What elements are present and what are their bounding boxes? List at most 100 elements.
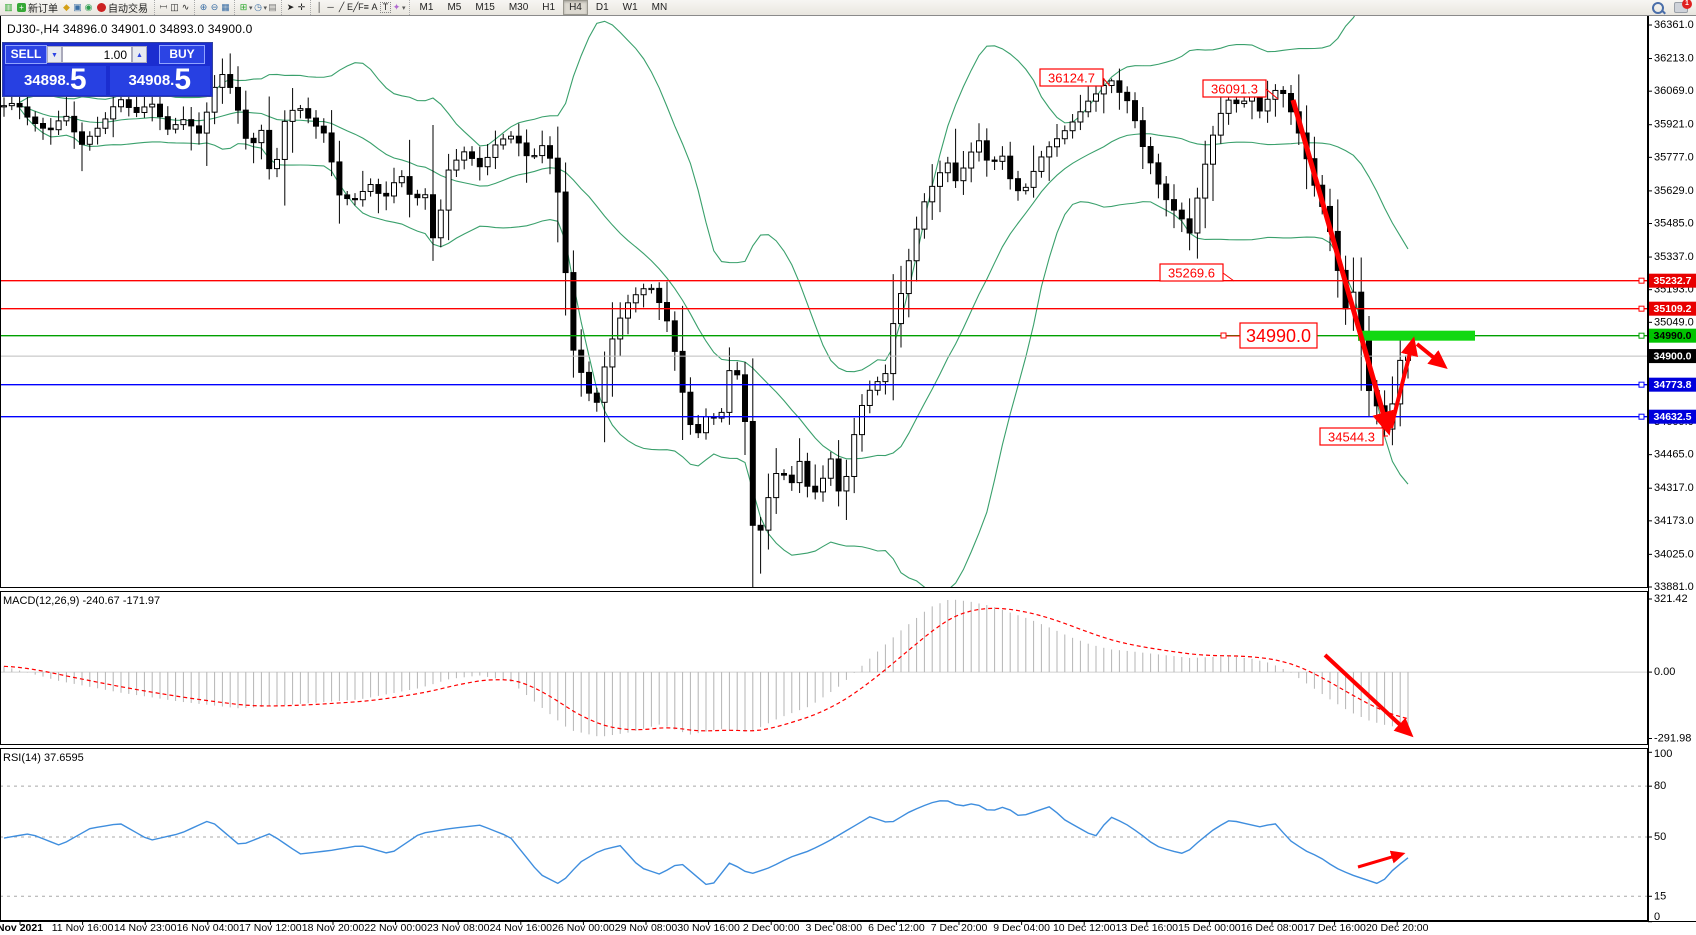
equidistant-channel-icon[interactable]: E╱ [347,2,359,12]
zoom-out-icon[interactable]: ⊖ [210,2,219,12]
trend-arrow[interactable] [1290,99,1394,436]
line-end-handle[interactable] [1638,413,1645,420]
volume-input[interactable] [62,46,132,63]
support-highlight-bar[interactable] [1358,330,1475,341]
time-axis-label: 3 Dec 08:00 [805,922,862,934]
timeframe-M15[interactable]: M15 [475,2,495,13]
time-axis-label: 20 Dec 20:00 [1366,922,1429,934]
bear-candle [1256,96,1263,112]
macd-panel[interactable] [0,591,1648,745]
new-order-label: 新订单 [28,4,58,15]
candlestick-chart-icon[interactable]: ◫ [170,2,179,12]
price-annotation-36091.3[interactable]: 36091.3 [1202,79,1279,100]
toolbar-right: 1 [1652,0,1696,14]
volume-decrease-button[interactable]: ▼ [47,46,62,63]
bull-candle [102,118,109,129]
time-axis-label: 9 Dec 04:00 [993,922,1050,934]
template-icon[interactable]: ▤ [268,2,277,12]
timeframe-M30[interactable]: M30 [508,2,529,13]
line-end-handle[interactable] [1638,381,1645,388]
time-axis-label: 23 Nov 08:00 [427,922,490,934]
bear-candle [164,116,171,130]
bear-candle [788,474,795,484]
bear-candle [952,162,959,182]
line-chart-icon[interactable]: ∿ [181,2,190,12]
market-watch-icon[interactable]: ◆ [63,2,70,12]
chat-icon[interactable]: 1 [1674,0,1692,13]
vertical-line-icon[interactable]: │ [316,2,323,12]
line-end-handle[interactable] [1638,277,1645,284]
rsi-axis-label: 100 [1654,748,1672,760]
timeframe-H1[interactable]: H1 [542,2,556,13]
price-annotation-34990.0[interactable]: 34990.0 [1220,322,1318,349]
buy-price-display[interactable]: 34908. 5 [109,65,210,95]
navigator-icon[interactable]: ◉ [84,2,93,12]
axis-price-tag-34990.0: 34990.0 [1649,328,1696,343]
cursor-icon[interactable]: ➤ [286,2,295,12]
timeframe-D1[interactable]: D1 [595,2,609,13]
periods-clock-icon[interactable]: ◷ [254,2,262,12]
main-chart-panel[interactable] [0,15,1648,588]
chart-window-icon[interactable]: ▥ [4,2,13,12]
new-order-button[interactable]: + 新订单 [14,1,61,15]
bull-candle [297,108,304,111]
trend-arrow[interactable] [1323,653,1414,738]
bull-candle [1069,121,1076,132]
timeframe-MN[interactable]: MN [651,2,668,13]
timeframe-M5[interactable]: M5 [447,2,462,13]
bull-candle [461,151,468,161]
toolbar-group-objects: │ ─ ╱ E╱ F≡ A T ✦ ▾ [310,0,409,15]
indicator-caret-icon[interactable]: ▾ [249,4,253,12]
toolbar-group-chart-type: 𝄩 ◫ ∿ [154,0,194,15]
price-annotation-36124.7[interactable]: 36124.7 [1039,68,1111,87]
add-indicator-icon[interactable]: ⊞ [239,2,248,12]
zoom-in-icon[interactable]: ⊕ [199,2,208,12]
trend-arrow[interactable] [1357,850,1406,869]
trendline-icon[interactable]: ╱ [338,2,345,12]
bear-candle [320,125,327,134]
price-axis-label: 34317.0 [1654,482,1694,494]
search-icon[interactable] [1652,1,1664,14]
bear-candle [235,86,241,111]
fibonacci-icon[interactable]: F≡ [358,2,369,12]
crosshair-icon[interactable]: ✛ [297,2,306,12]
sell-button[interactable]: SELL [5,45,47,64]
line-end-handle[interactable] [1638,332,1645,339]
horizontal-line-icon[interactable]: ─ [327,2,334,12]
tile-windows-icon[interactable]: ▦ [221,2,230,12]
timeframe-W1[interactable]: W1 [622,2,638,13]
shapes-caret-icon[interactable]: ▾ [402,4,406,12]
bull-candle [625,302,631,319]
shapes-icon[interactable]: ✦ [392,2,401,12]
timeframe-M1[interactable]: M1 [419,2,434,13]
bull-candle [539,145,546,157]
rsi-panel[interactable] [0,748,1648,921]
text-label-icon[interactable]: T [380,2,392,13]
autotrade-icon [97,3,106,12]
buy-button[interactable]: BUY [159,45,205,64]
trend-arrow[interactable] [1415,342,1448,370]
sell-price-display[interactable]: 34898. 5 [5,65,106,95]
timeframe-H4[interactable]: H4 [563,0,588,15]
trend-arrow[interactable] [1389,336,1419,429]
bull-candle [391,182,397,197]
time-axis-label: 29 Nov 08:00 [615,922,678,934]
volume-increase-button[interactable]: ▲ [132,46,147,63]
price-axis-label: 35337.0 [1654,251,1694,263]
price-annotation-35269.6[interactable]: 35269.6 [1159,263,1235,282]
autotrade-button[interactable]: 自动交易 [94,1,151,15]
bull-candle [726,370,733,413]
periods-caret-icon[interactable]: ▾ [263,4,268,12]
axis-price-tag-34900.0: 34900.0 [1649,349,1696,364]
price-annotation-34544.3[interactable]: 34544.3 [1319,427,1388,446]
line-end-handle[interactable] [1638,305,1645,312]
macd-axis-label: 321.42 [1654,593,1688,605]
data-window-icon[interactable]: ▣ [73,2,82,12]
bar-chart-icon[interactable]: 𝄩 [159,2,168,12]
bollinger-bands [19,16,1409,587]
bull-candle [1093,93,1099,102]
text-icon[interactable]: A [371,2,378,12]
bear-candle [430,194,436,239]
rsi-line [3,800,1409,886]
